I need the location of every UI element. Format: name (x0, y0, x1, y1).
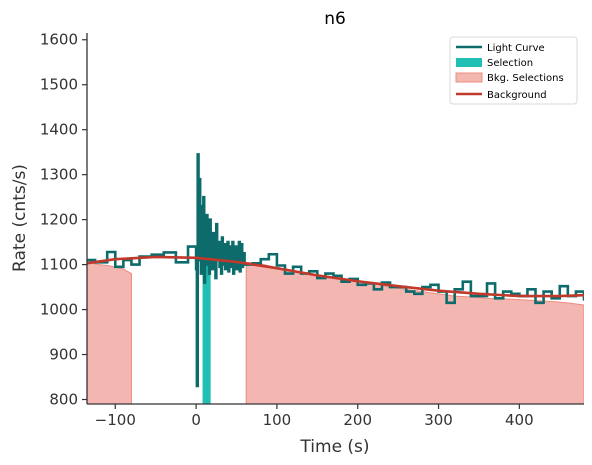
legend-selection-label: Selection (487, 58, 533, 69)
y-tick-label: 800 (49, 391, 78, 409)
y-axis-label: Rate (cnts/s) (10, 164, 30, 272)
bkg-selection-area-2 (245, 261, 584, 404)
x-tick-label: 300 (424, 411, 453, 429)
legend-frame (449, 36, 578, 105)
legend-selection-swatch (456, 58, 482, 67)
bkg-selection-area-1 (87, 261, 132, 404)
x-tick-label: 400 (505, 411, 534, 429)
y-tick-label: 1100 (40, 256, 78, 274)
y-tick-label: 1400 (40, 121, 78, 139)
plot-area (87, 153, 584, 404)
y-tick-label: 900 (49, 346, 78, 364)
x-tick-label: 200 (343, 411, 372, 429)
y-tick-label: 1000 (40, 301, 78, 319)
x-axis-label: Time (s) (299, 437, 369, 457)
chart-title: n6 (324, 9, 346, 29)
x-tick-label: 0 (191, 411, 201, 429)
legend-bkg-label: Bkg. Selections (487, 73, 564, 84)
background-model-line (87, 255, 584, 298)
legend-light-curve-label: Light Curve (487, 43, 545, 54)
y-tick-label: 1200 (40, 211, 78, 229)
tick-labels: −100 0 100 200 300 400 800 900 1000 1100 1200 1300 1… (40, 31, 534, 429)
y-tick-label: 1600 (40, 31, 78, 49)
x-tick-label: 100 (263, 411, 292, 429)
x-tick-label: −100 (95, 411, 136, 429)
selection-band (202, 257, 211, 404)
legend-bkg-swatch (455, 72, 483, 83)
light-curve-line (87, 153, 584, 388)
y-tick-label: 1300 (40, 166, 78, 184)
legend-background-label: Background (487, 90, 547, 101)
axes (82, 33, 584, 409)
legend: Light Curve Selection Bkg. Selections Ba… (449, 36, 578, 105)
y-tick-label: 1500 (40, 76, 78, 94)
